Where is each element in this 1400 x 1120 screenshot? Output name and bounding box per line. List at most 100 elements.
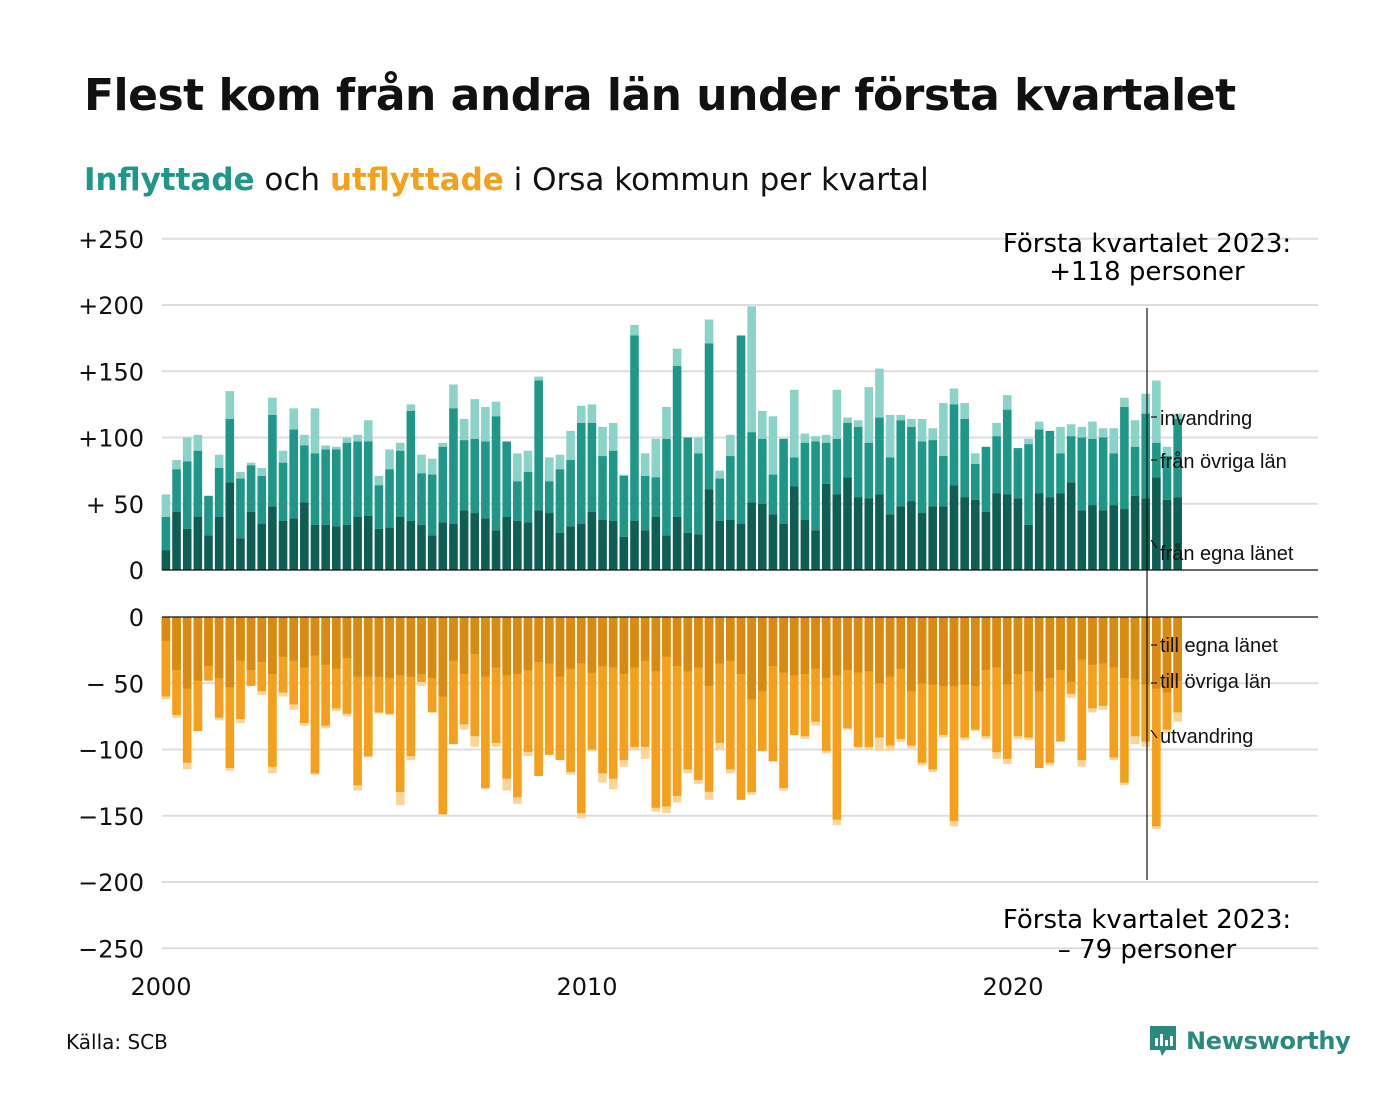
bar-in-ovriga (374, 485, 384, 529)
bar-in-invandring (853, 420, 863, 427)
bar-out-egna (630, 617, 639, 668)
bar-in-invandring (161, 494, 171, 517)
bar-out-egna (395, 617, 405, 676)
series-label-leader (1150, 729, 1158, 739)
series-label: till övriga län (1160, 671, 1271, 693)
series-label: till egna länet (1160, 635, 1278, 657)
bar-in-ovriga (545, 481, 554, 514)
bar-out-ovriga (268, 617, 277, 767)
bar-out-egna (491, 617, 501, 668)
bar-in-ovriga (683, 437, 693, 533)
bar-in-invandring (1173, 413, 1182, 419)
bar-out-egna (1077, 617, 1087, 660)
series-label: från övriga län (1160, 451, 1287, 473)
bar-in-egna (353, 517, 362, 570)
bar-out-egna (726, 617, 735, 661)
bar-in-invandring (1098, 428, 1108, 438)
bar-in-egna (789, 486, 799, 570)
bar-out-egna (459, 617, 469, 674)
bar-in-egna (608, 520, 618, 570)
bar-out-egna (161, 617, 171, 641)
bar-out-egna (928, 617, 937, 685)
bar-in-ovriga (885, 457, 895, 515)
bar-out-egna (566, 617, 575, 669)
bar-out-ovriga (555, 617, 565, 761)
newsworthy-logo[interactable]: Newsworthy (1148, 1024, 1351, 1058)
bar-in-egna (566, 526, 575, 570)
bar-out-ovriga (1034, 617, 1044, 769)
bar-out-egna (683, 617, 693, 672)
bar-in-invandring (832, 389, 842, 439)
bar-out-ovriga (736, 617, 746, 800)
bar-in-invandring (949, 388, 959, 405)
bar-in-ovriga (853, 426, 863, 498)
bar-in-egna (268, 506, 277, 570)
bar-in-invandring (875, 368, 884, 418)
bar-in-invandring (651, 438, 661, 478)
bar-in-ovriga (395, 450, 405, 517)
bar-in-invandring (172, 460, 181, 470)
bar-out-ovriga (513, 617, 522, 798)
bar-in-ovriga (236, 478, 245, 539)
bar-out-egna (246, 617, 256, 670)
bar-in-ovriga (523, 471, 533, 523)
y-tick-label: 0 (129, 557, 144, 585)
bar-in-invandring (481, 407, 490, 442)
bar-in-ovriga (513, 481, 522, 521)
bar-in-invandring (1056, 426, 1065, 454)
bar-in-egna (800, 519, 810, 570)
bar-out-egna (353, 617, 362, 677)
bar-out-ovriga (779, 617, 788, 788)
bar-out-ovriga (864, 617, 874, 747)
bar-out-egna (1152, 617, 1161, 689)
bar-in-ovriga (417, 473, 426, 525)
bar-out-ovriga (630, 617, 639, 747)
bar-out-egna (342, 617, 352, 659)
bar-in-ovriga (204, 495, 213, 536)
bar-in-ovriga (225, 418, 235, 483)
bar-in-invandring (182, 437, 192, 462)
bar-in-ovriga (821, 442, 831, 484)
bar-in-ovriga (1120, 407, 1129, 510)
bar-in-ovriga (310, 453, 320, 525)
bar-out-ovriga (598, 617, 607, 774)
bar-in-egna (587, 511, 597, 570)
x-axis-labels: 2000 2010 2020 (130, 973, 1043, 1001)
bar-out-ovriga (523, 617, 533, 753)
y-tick-label: + 50 (86, 491, 144, 519)
bar-out-ovriga (406, 617, 416, 757)
bar-out-egna (502, 617, 511, 676)
bar-in-ovriga (747, 432, 756, 503)
bar-in-ovriga (385, 469, 394, 528)
bar-out-egna (1034, 617, 1044, 692)
bar-out-egna (672, 617, 682, 667)
bar-out-egna (875, 617, 884, 684)
bar-out-egna (513, 617, 522, 674)
bar-in-ovriga (481, 441, 490, 519)
bar-in-invandring (896, 414, 906, 421)
bar-in-ovriga (449, 408, 458, 524)
bar-out-egna (598, 617, 607, 667)
bar-out-ovriga (672, 617, 682, 796)
bar-in-egna (289, 518, 298, 570)
bar-in-ovriga (598, 456, 607, 520)
bar-in-invandring (992, 422, 1001, 437)
bar-out-ovriga (353, 617, 362, 786)
bar-out-egna (907, 617, 916, 692)
bar-in-ovriga (278, 462, 288, 521)
bar-in-ovriga (758, 438, 767, 504)
bar-out-ovriga (481, 617, 490, 788)
bar-in-invandring (566, 430, 575, 461)
bar-in-invandring (385, 449, 394, 470)
bar-out-ovriga (1013, 617, 1023, 737)
bar-in-ovriga (939, 456, 948, 507)
y-tick-label: +150 (78, 358, 144, 386)
series-label: från egna länet (1160, 543, 1294, 565)
bar-in-invandring (374, 475, 384, 486)
bar-in-ovriga (789, 457, 799, 487)
bar-in-ovriga (1045, 430, 1055, 498)
bar-in-invandring (1130, 420, 1140, 447)
bar-out-egna (1056, 617, 1065, 670)
bar-in-ovriga (1013, 448, 1023, 499)
bar-in-egna (182, 528, 192, 570)
